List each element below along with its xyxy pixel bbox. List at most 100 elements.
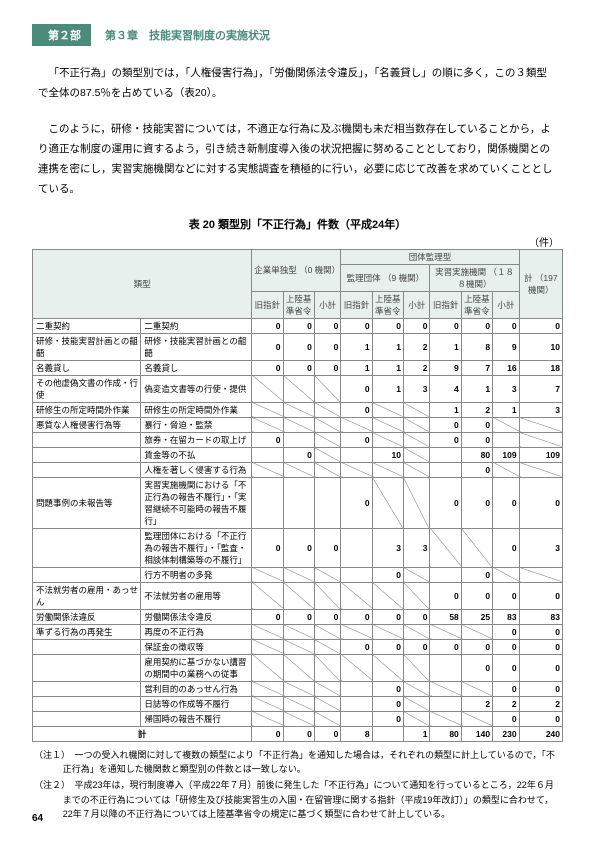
data-cell: 1 (341, 360, 372, 375)
data-cell: 0 (430, 639, 461, 654)
data-cell (461, 624, 492, 639)
data-cell (372, 582, 403, 609)
data-cell: 2 (493, 696, 520, 711)
data-cell: 7 (461, 360, 492, 375)
data-cell (341, 681, 372, 696)
data-cell: 0 (341, 432, 372, 447)
row-label-old (33, 639, 141, 654)
data-cell (341, 654, 372, 681)
data-cell: 4 (430, 375, 461, 402)
data-cell (314, 375, 341, 402)
data-cell (461, 681, 492, 696)
data-cell (403, 432, 430, 447)
data-cell (430, 711, 461, 726)
row-label-old (33, 711, 141, 726)
table-head: 類型 企業単独型 （0 機関） 団体監理型 計 （197 機関） 監理団体 （9… (33, 249, 563, 318)
row-label-old (33, 432, 141, 447)
sub-new: 上陸基 準省令 (283, 291, 314, 318)
data-cell (519, 417, 562, 432)
data-cell: 0 (461, 567, 492, 582)
data-cell (283, 681, 314, 696)
data-cell: 2 (461, 402, 492, 417)
total-label: 計 (33, 726, 252, 741)
table-row: 名義貸し名義貸し000112971618 (33, 360, 563, 375)
table-row: 雇用契約に基づかない講習の期間中の業務への従事000 (33, 654, 563, 681)
row-label-old: 研修生の所定時間外作業 (33, 402, 141, 417)
total-row: 計0008180140230240 (33, 726, 563, 741)
data-cell: 25 (461, 609, 492, 624)
data-cell (283, 402, 314, 417)
data-cell (403, 681, 430, 696)
data-cell: 0 (430, 432, 461, 447)
data-cell (252, 696, 283, 711)
data-cell (283, 432, 314, 447)
data-cell: 8 (461, 333, 492, 360)
data-cell: 3 (372, 528, 403, 567)
data-cell: 0 (252, 318, 283, 333)
note-1: （注１） 一つの受入れ機関に対して複数の類型により「不正行為」を通知した場合は，… (34, 748, 561, 777)
data-cell (493, 462, 520, 477)
table-row: 監理団体における「不正行為の報告不履行」・「監査・相談体制構築等の不履行」000… (33, 528, 563, 567)
data-cell (430, 654, 461, 681)
data-cell: 18 (519, 360, 562, 375)
row-label-old (33, 681, 141, 696)
data-cell (430, 567, 461, 582)
data-cell (252, 639, 283, 654)
data-cell (372, 462, 403, 477)
data-cell: 0 (314, 318, 341, 333)
data-cell (403, 417, 430, 432)
data-cell: 0 (519, 681, 562, 696)
data-cell (403, 402, 430, 417)
data-cell (493, 567, 520, 582)
row-label-old (33, 528, 141, 567)
data-cell: 0 (461, 318, 492, 333)
data-cell: 0 (372, 681, 403, 696)
data-cell (283, 654, 314, 681)
data-cell (372, 477, 403, 528)
data-cell: 0 (519, 477, 562, 528)
data-cell (252, 711, 283, 726)
data-cell (493, 432, 520, 447)
data-cell (461, 711, 492, 726)
data-cell: 1 (372, 360, 403, 375)
data-cell: 0 (252, 333, 283, 360)
data-cell (314, 681, 341, 696)
data-cell: 0 (493, 582, 520, 609)
data-cell (252, 417, 283, 432)
chapter-title: 第３章 技能実習制度の実施状況 (105, 27, 270, 43)
col-jisshi: 実習実施機関 （１８８機関） (430, 264, 519, 291)
data-cell: 0 (252, 360, 283, 375)
table-row: 人権を著しく侵害する行為0 (33, 462, 563, 477)
data-cell: 0 (341, 477, 372, 528)
data-cell: 0 (430, 477, 461, 528)
table-row: 旅券・在留カードの取上げ0000 (33, 432, 563, 447)
data-cell (283, 417, 314, 432)
row-label-old: 労働関係法違反 (33, 609, 141, 624)
row-label-old: 不法就労者の雇用・あっせん (33, 582, 141, 609)
data-cell: 0 (403, 639, 430, 654)
data-cell: 0 (493, 528, 520, 567)
data-cell (252, 375, 283, 402)
data-cell (341, 462, 372, 477)
row-label-new: 不法就労者の雇用等 (141, 582, 252, 609)
data-cell: 0 (314, 528, 341, 567)
row-label-new: 賃金等の不払 (141, 447, 252, 462)
table-row: 不法就労者の雇用・あっせん不法就労者の雇用等0000 (33, 582, 563, 609)
data-cell: 0 (314, 360, 341, 375)
data-table: 類型 企業単独型 （0 機関） 団体監理型 計 （197 機関） 監理団体 （9… (32, 249, 563, 742)
data-cell (403, 696, 430, 711)
data-cell: 0 (403, 318, 430, 333)
data-cell: 1 (461, 375, 492, 402)
data-cell: 2 (403, 360, 430, 375)
row-label-new: 行方不明者の多発 (141, 567, 252, 582)
row-label-old (33, 462, 141, 477)
data-cell (430, 681, 461, 696)
data-cell: 0 (430, 318, 461, 333)
table-row: 保証金の徴収等0000000 (33, 639, 563, 654)
data-cell (341, 447, 372, 462)
data-cell: 0 (372, 696, 403, 711)
data-cell (372, 417, 403, 432)
total-cell: 0 (314, 726, 341, 741)
data-cell: 3 (403, 375, 430, 402)
total-cell: 80 (430, 726, 461, 741)
